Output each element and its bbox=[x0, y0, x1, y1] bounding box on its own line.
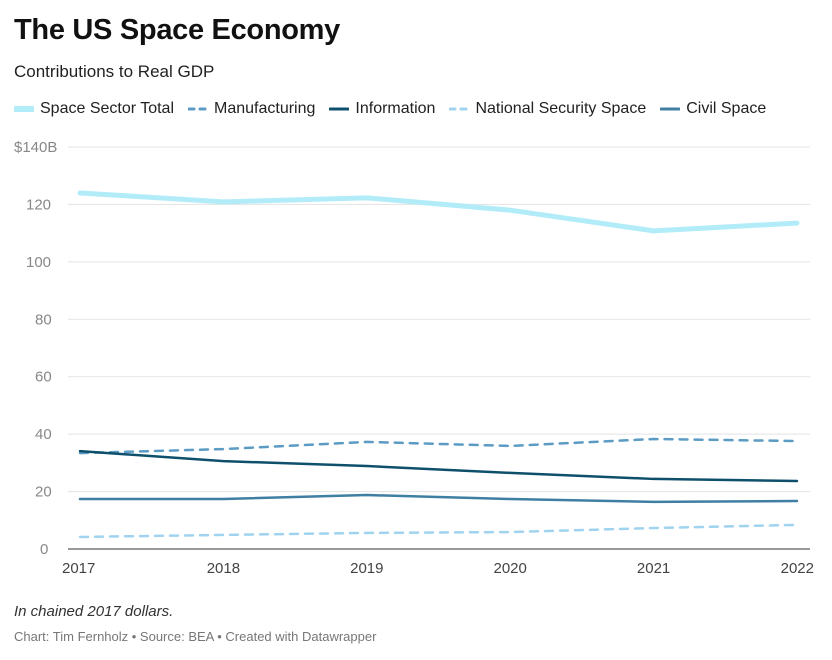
legend-item: Space Sector Total bbox=[14, 100, 174, 118]
legend-item: National Security Space bbox=[449, 100, 646, 118]
legend-swatch bbox=[449, 107, 470, 111]
y-tick-label: 120 bbox=[26, 196, 51, 213]
x-tick-label: 2018 bbox=[207, 560, 240, 577]
legend-swatch bbox=[188, 107, 209, 111]
legend-item: Information bbox=[329, 100, 435, 118]
y-tick-label: $140B bbox=[14, 139, 57, 156]
y-tick-label: 100 bbox=[26, 254, 51, 271]
legend-label: Civil Space bbox=[686, 100, 767, 117]
y-tick-label: 20 bbox=[35, 484, 52, 501]
x-tick-label: 2020 bbox=[494, 560, 527, 577]
legend-swatch bbox=[329, 107, 350, 111]
legend-swatch bbox=[14, 106, 34, 112]
series-line-information bbox=[78, 449, 799, 483]
chart-subtitle: Contributions to Real GDP bbox=[14, 62, 215, 81]
x-tick-label: 2019 bbox=[350, 560, 383, 577]
y-tick-label: 0 bbox=[40, 541, 48, 558]
y-tick-label: 40 bbox=[35, 426, 52, 443]
legend-label: Space Sector Total bbox=[40, 100, 175, 117]
series-line-national-security-space bbox=[78, 523, 799, 539]
x-tick-label: 2021 bbox=[637, 560, 670, 577]
chart-note: In chained 2017 dollars. bbox=[14, 603, 174, 620]
y-tick-label: 60 bbox=[35, 369, 52, 386]
series-line-civil-space bbox=[78, 493, 799, 504]
legend: Space Sector Total Manufacturing Informati… bbox=[14, 100, 766, 118]
series-line-manufacturing bbox=[78, 437, 799, 455]
legend-label: Information bbox=[355, 100, 436, 117]
chart-credit: Chart: Tim Fernholz • Source: BEA • Crea… bbox=[14, 629, 377, 644]
chart-title: The US Space Economy bbox=[14, 14, 340, 46]
x-tick-label: 2022 bbox=[781, 560, 814, 577]
legend-label: National Security Space bbox=[475, 100, 647, 117]
series-line-space-sector-total bbox=[77, 190, 800, 234]
legend-label: Manufacturing bbox=[214, 100, 316, 117]
legend-swatch bbox=[660, 107, 681, 111]
x-tick-label: 2017 bbox=[62, 560, 95, 577]
legend-item: Manufacturing bbox=[188, 100, 315, 118]
legend-item: Civil Space bbox=[660, 100, 766, 118]
y-tick-label: 80 bbox=[35, 311, 52, 328]
